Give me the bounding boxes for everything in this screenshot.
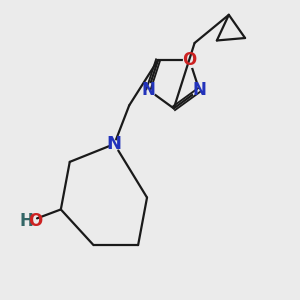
Text: N: N bbox=[192, 81, 206, 99]
Text: O: O bbox=[28, 212, 43, 230]
Text: N: N bbox=[141, 81, 155, 99]
Text: H: H bbox=[20, 212, 34, 230]
Text: N: N bbox=[107, 135, 122, 153]
Text: O: O bbox=[182, 51, 197, 69]
